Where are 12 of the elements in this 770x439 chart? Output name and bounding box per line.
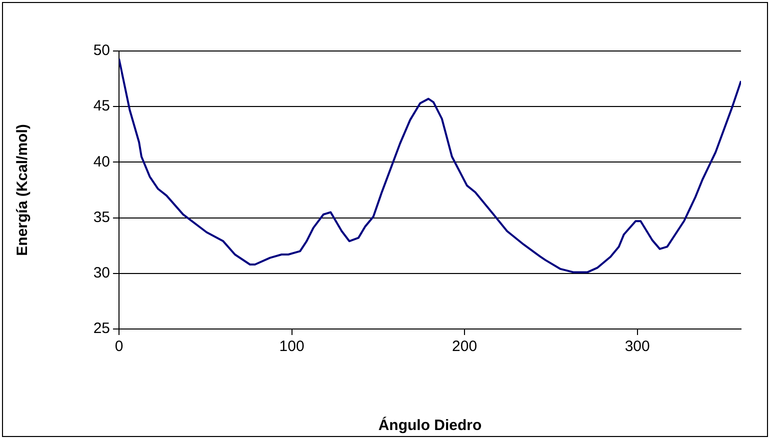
- y-tick-label: 30: [93, 264, 110, 282]
- y-tick-label: 25: [93, 320, 110, 338]
- x-tick-label: 100: [279, 338, 304, 356]
- x-axis-title: Ángulo Diedro: [378, 416, 482, 434]
- y-axis-title: Energía (Kcal/mol): [14, 124, 32, 256]
- y-tick-label: 40: [93, 153, 110, 170]
- x-tick-label: 300: [624, 338, 650, 356]
- y-tick-label: 35: [93, 208, 110, 226]
- y-tick-label: 45: [93, 98, 110, 115]
- y-tick-label: 50: [93, 42, 110, 60]
- x-tick-label: 0: [114, 338, 124, 356]
- x-tick-label: 200: [452, 338, 478, 356]
